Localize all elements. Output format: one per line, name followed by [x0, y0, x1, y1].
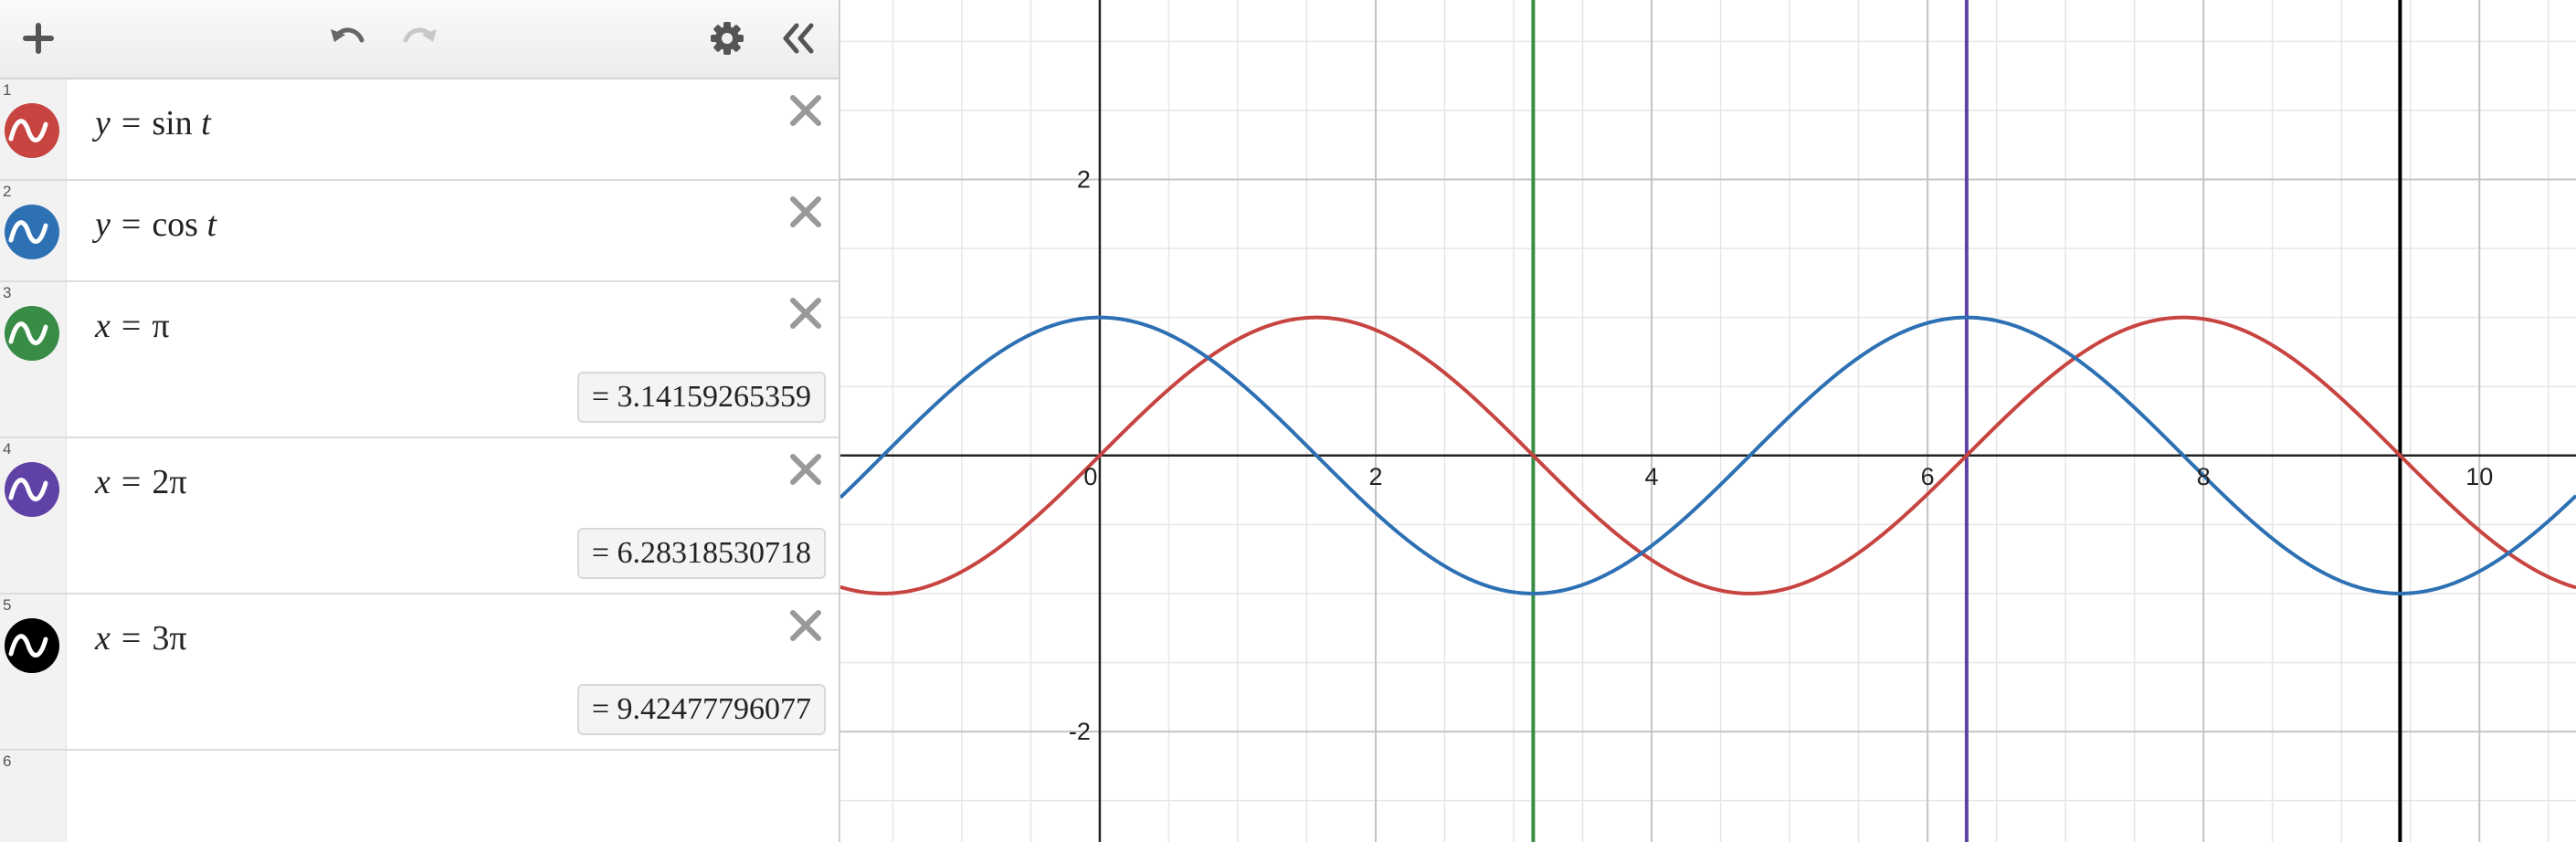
sine-wave-icon[interactable] — [4, 617, 60, 674]
expression-lhs: x — [95, 463, 111, 501]
sine-wave-icon[interactable] — [4, 204, 60, 260]
expression-toolbar — [0, 0, 839, 79]
expression-number: 1 — [3, 81, 12, 99]
x-tick-label: 4 — [1645, 463, 1659, 490]
expression-number: 6 — [3, 753, 12, 770]
expression-function: cos — [152, 205, 198, 244]
expression-rhs: 3π — [152, 619, 187, 658]
close-icon[interactable] — [786, 293, 826, 333]
x-tick-label: 10 — [2465, 463, 2493, 490]
expression-sidebar: 1 y = sin t 2 y = cos t 3 — [0, 0, 840, 842]
redo-icon[interactable] — [395, 13, 446, 64]
x-tick-label: 2 — [1368, 463, 1382, 490]
close-icon[interactable] — [786, 90, 826, 131]
expression-lhs: y — [95, 205, 111, 244]
expression-row-3[interactable]: 3 x = π = 3.14159265359 — [0, 282, 839, 438]
curves — [840, 315, 2576, 595]
axes — [840, 0, 2576, 842]
expression-row-5[interactable]: 5 x = 3π = 9.42477796077 — [0, 595, 839, 751]
expression-number: 3 — [3, 284, 12, 301]
x-tick-label: 0 — [1083, 463, 1097, 490]
sine-wave-icon[interactable] — [4, 305, 60, 362]
sine-wave-icon[interactable] — [4, 461, 60, 518]
expression-number: 4 — [3, 440, 12, 458]
expression-rhs: π — [152, 307, 170, 345]
evaluation-result: = 3.14159265359 — [576, 372, 826, 423]
expression-variable: t — [206, 205, 217, 244]
expression-math[interactable]: x = 3π — [95, 619, 187, 658]
close-icon[interactable] — [786, 449, 826, 489]
expression-row-6[interactable]: 6 — [0, 751, 839, 842]
close-icon[interactable] — [786, 192, 826, 232]
evaluation-result: = 9.42477796077 — [576, 684, 826, 735]
expression-lhs: x — [95, 307, 111, 345]
expression-lhs: x — [95, 619, 111, 658]
close-icon[interactable] — [786, 605, 826, 646]
undo-icon[interactable] — [322, 13, 373, 64]
expression-rhs: 2π — [152, 463, 187, 501]
expression-lhs: y — [95, 104, 111, 142]
expression-math[interactable]: y = cos t — [95, 205, 217, 244]
expression-math[interactable]: y = sin t — [95, 104, 211, 142]
y-tick-label: -2 — [1069, 718, 1091, 745]
expression-row-4[interactable]: 4 x = 2π = 6.28318530718 — [0, 438, 839, 595]
expression-math[interactable]: x = 2π — [95, 463, 187, 501]
minor-gridlines — [840, 0, 2576, 842]
x-tick-label: 6 — [1921, 463, 1935, 490]
vertical-lines — [1531, 0, 2402, 842]
expression-gutter — [0, 751, 67, 842]
graph-paper[interactable]: 0 2 4 6 8 10 2 -2 — [840, 0, 2576, 842]
x-tick-label: 8 — [2197, 463, 2211, 490]
expression-row-2[interactable]: 2 y = cos t — [0, 181, 839, 282]
expression-number: 5 — [3, 596, 12, 614]
y-tick-label: 2 — [1077, 165, 1091, 193]
expression-number: 2 — [3, 183, 12, 200]
expression-variable: t — [201, 104, 211, 142]
plus-icon[interactable] — [13, 13, 64, 64]
major-gridlines — [840, 0, 2576, 842]
double-chevron-left-icon[interactable] — [773, 13, 824, 64]
tick-labels: 0 2 4 6 8 10 2 -2 — [1069, 165, 2493, 745]
expression-row-1[interactable]: 1 y = sin t — [0, 79, 839, 181]
curve — [840, 315, 2576, 595]
expression-math[interactable]: x = π — [95, 307, 170, 345]
expression-list: 1 y = sin t 2 y = cos t 3 — [0, 79, 839, 842]
evaluation-result: = 6.28318530718 — [576, 528, 826, 579]
gear-icon[interactable] — [702, 13, 753, 64]
sine-wave-icon[interactable] — [4, 102, 60, 159]
expression-function: sin — [152, 104, 193, 142]
curve — [840, 315, 2576, 595]
